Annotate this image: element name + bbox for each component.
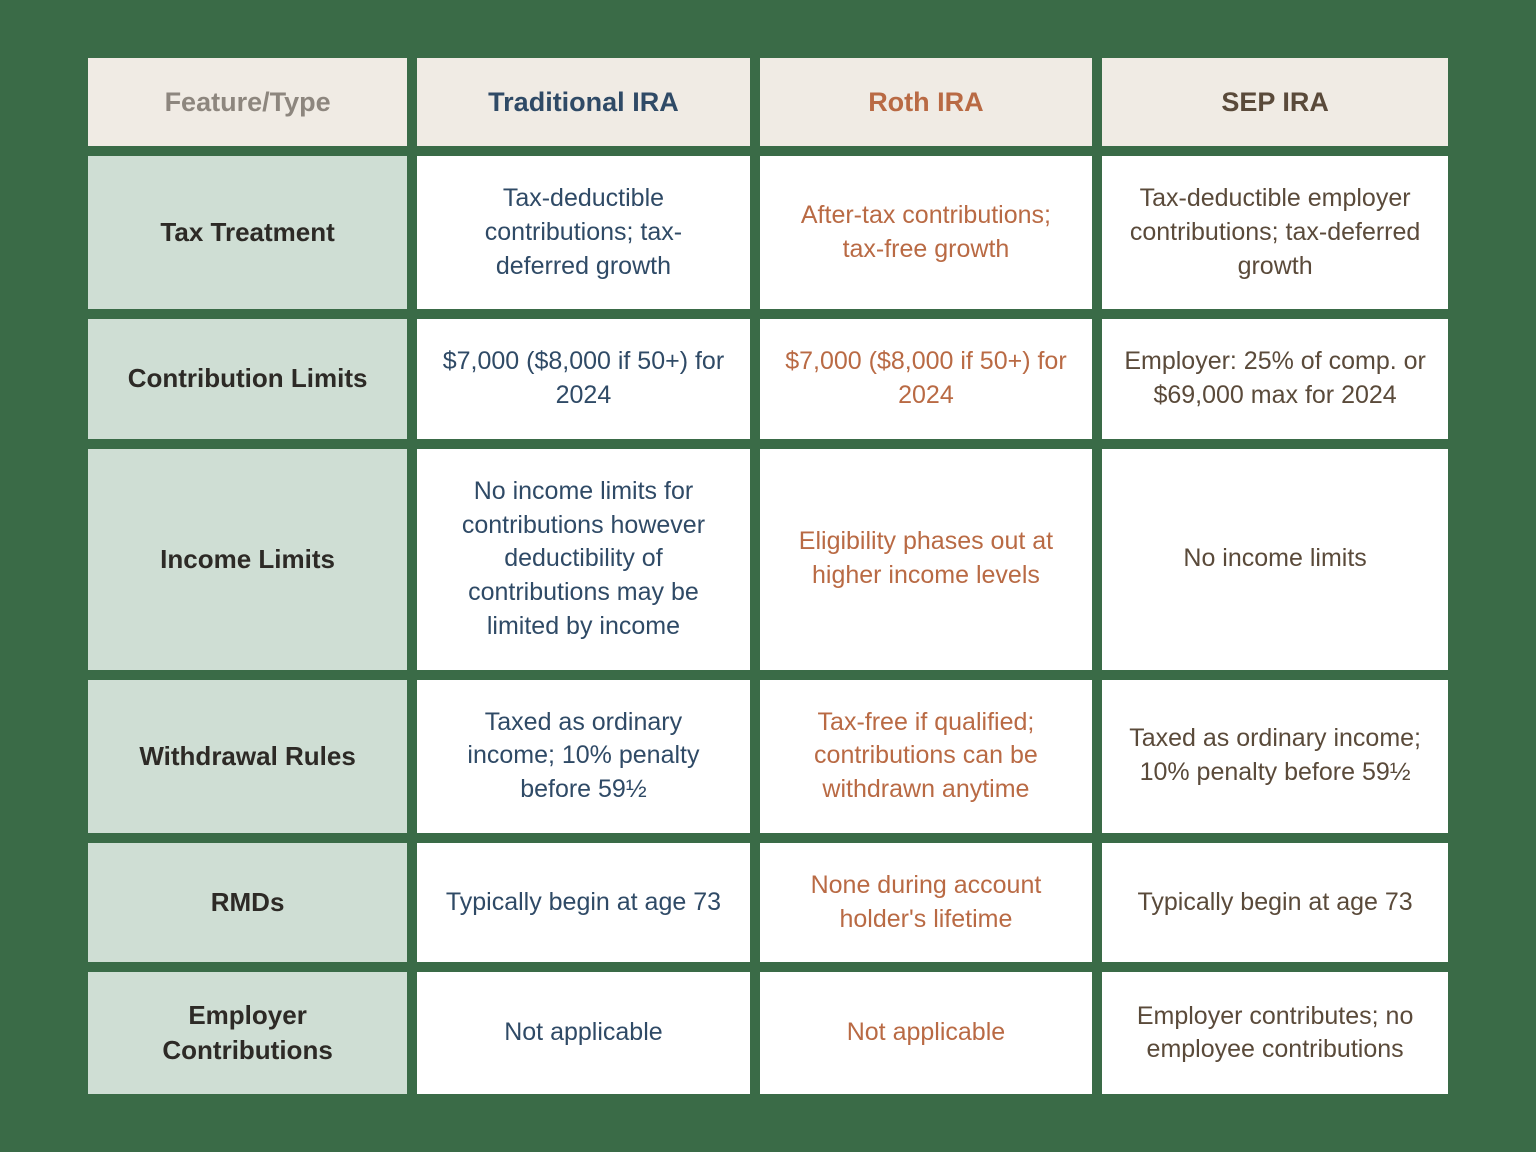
row-label: Tax Treatment (88, 156, 407, 309)
col-header-sep: SEP IRA (1102, 58, 1448, 146)
cell-sep: Typically begin at age 73 (1102, 843, 1448, 963)
cell-roth: Tax-free if qualified; contributions can… (760, 680, 1093, 833)
col-header-roth: Roth IRA (760, 58, 1093, 146)
table-row: Tax TreatmentTax-deductible contribution… (88, 156, 1448, 309)
cell-traditional: Not applicable (417, 972, 750, 1094)
ira-comparison-table-container: Feature/Type Traditional IRA Roth IRA SE… (78, 48, 1458, 1105)
ira-comparison-table: Feature/Type Traditional IRA Roth IRA SE… (78, 48, 1458, 1105)
row-label: RMDs (88, 843, 407, 963)
col-header-feature: Feature/Type (88, 58, 407, 146)
cell-traditional: Typically begin at age 73 (417, 843, 750, 963)
col-header-traditional: Traditional IRA (417, 58, 750, 146)
cell-traditional: $7,000 ($8,000 if 50+) for 2024 (417, 319, 750, 439)
cell-roth: Eligibility phases out at higher income … (760, 449, 1093, 670)
table-row: Employer ContributionsNot applicableNot … (88, 972, 1448, 1094)
row-label: Withdrawal Rules (88, 680, 407, 833)
row-label: Employer Contributions (88, 972, 407, 1094)
table-body: Tax TreatmentTax-deductible contribution… (88, 156, 1448, 1094)
cell-sep: Employer: 25% of comp. or $69,000 max fo… (1102, 319, 1448, 439)
cell-roth: Not applicable (760, 972, 1093, 1094)
table-row: RMDsTypically begin at age 73None during… (88, 843, 1448, 963)
cell-sep: No income limits (1102, 449, 1448, 670)
cell-traditional: Tax-deductible contributions; tax-deferr… (417, 156, 750, 309)
row-label: Contribution Limits (88, 319, 407, 439)
cell-traditional: No income limits for contributions howev… (417, 449, 750, 670)
table-header-row: Feature/Type Traditional IRA Roth IRA SE… (88, 58, 1448, 146)
cell-traditional: Taxed as ordinary income; 10% penalty be… (417, 680, 750, 833)
cell-sep: Tax-deductible employer contributions; t… (1102, 156, 1448, 309)
table-row: Withdrawal RulesTaxed as ordinary income… (88, 680, 1448, 833)
cell-roth: None during account holder's lifetime (760, 843, 1093, 963)
table-row: Contribution Limits$7,000 ($8,000 if 50+… (88, 319, 1448, 439)
cell-sep: Taxed as ordinary income; 10% penalty be… (1102, 680, 1448, 833)
cell-roth: After-tax contributions; tax-free growth (760, 156, 1093, 309)
row-label: Income Limits (88, 449, 407, 670)
cell-sep: Employer contributes; no employee contri… (1102, 972, 1448, 1094)
cell-roth: $7,000 ($8,000 if 50+) for 2024 (760, 319, 1093, 439)
table-row: Income LimitsNo income limits for contri… (88, 449, 1448, 670)
